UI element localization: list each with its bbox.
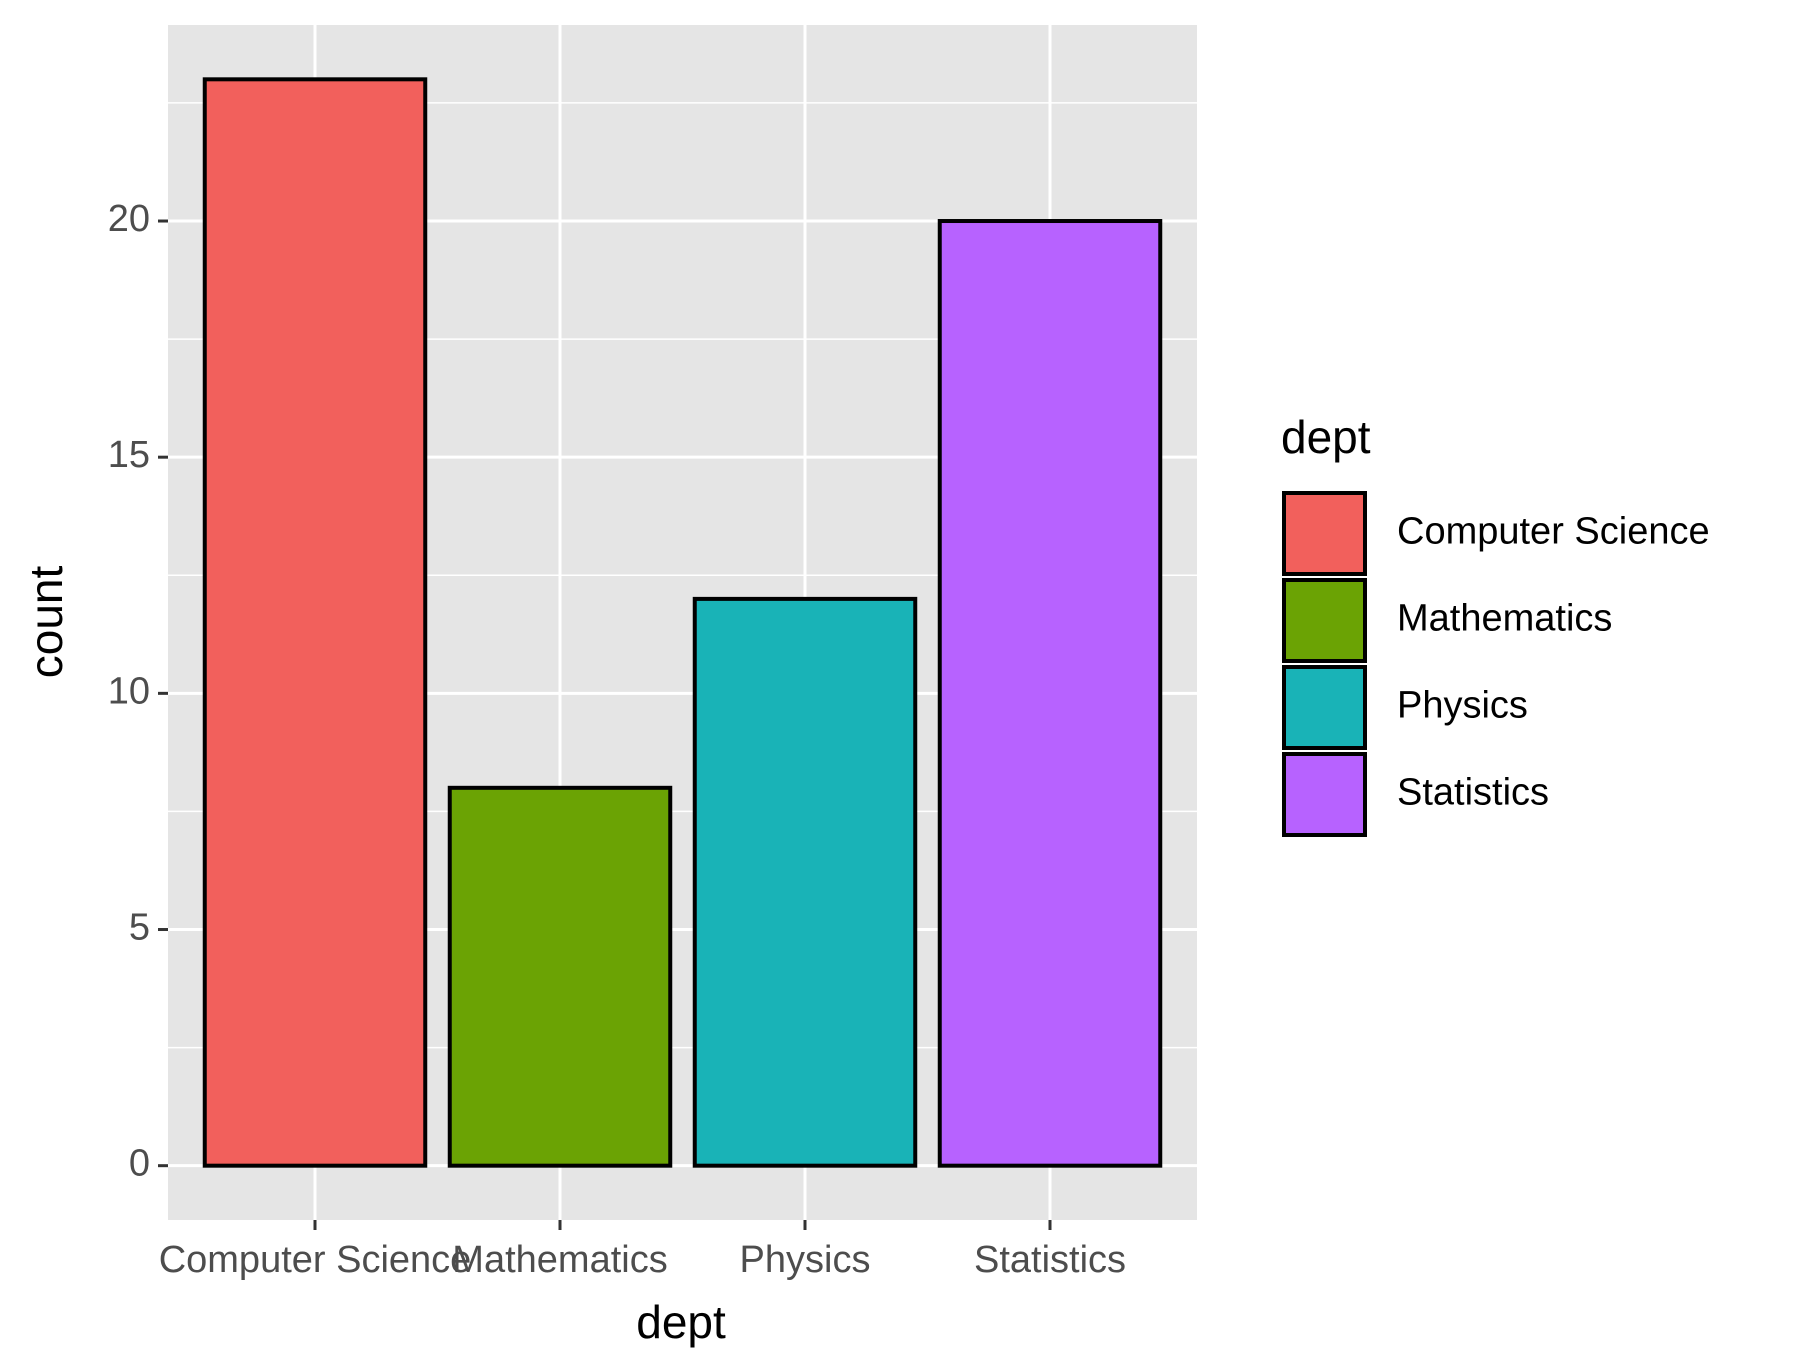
x-axis-title: dept bbox=[636, 1296, 726, 1348]
x-tick-label: Computer Science bbox=[159, 1239, 472, 1281]
legend-key bbox=[1282, 491, 1367, 576]
legend-key bbox=[1282, 578, 1367, 663]
legend-label: Physics bbox=[1397, 685, 1528, 727]
legend-label: Statistics bbox=[1397, 772, 1549, 814]
bar bbox=[202, 77, 428, 1168]
legend-label: Computer Science bbox=[1397, 511, 1710, 553]
y-tick-label: 15 bbox=[108, 434, 150, 476]
y-tick-label: 10 bbox=[108, 670, 150, 712]
y-tick-label: 0 bbox=[129, 1143, 150, 1185]
legend-key bbox=[1282, 752, 1367, 837]
legend-title: dept bbox=[1281, 411, 1371, 463]
bar bbox=[937, 219, 1163, 1168]
y-tick-label: 20 bbox=[108, 198, 150, 240]
legend-label: Mathematics bbox=[1397, 598, 1612, 640]
bar bbox=[692, 596, 918, 1168]
y-tick-label: 5 bbox=[129, 907, 150, 949]
legend-key bbox=[1282, 665, 1367, 750]
x-tick-label: Statistics bbox=[974, 1239, 1126, 1281]
y-axis-title: count bbox=[20, 566, 72, 679]
x-tick-label: Mathematics bbox=[452, 1239, 667, 1281]
x-tick-label: Physics bbox=[740, 1239, 871, 1281]
bar bbox=[447, 785, 673, 1168]
